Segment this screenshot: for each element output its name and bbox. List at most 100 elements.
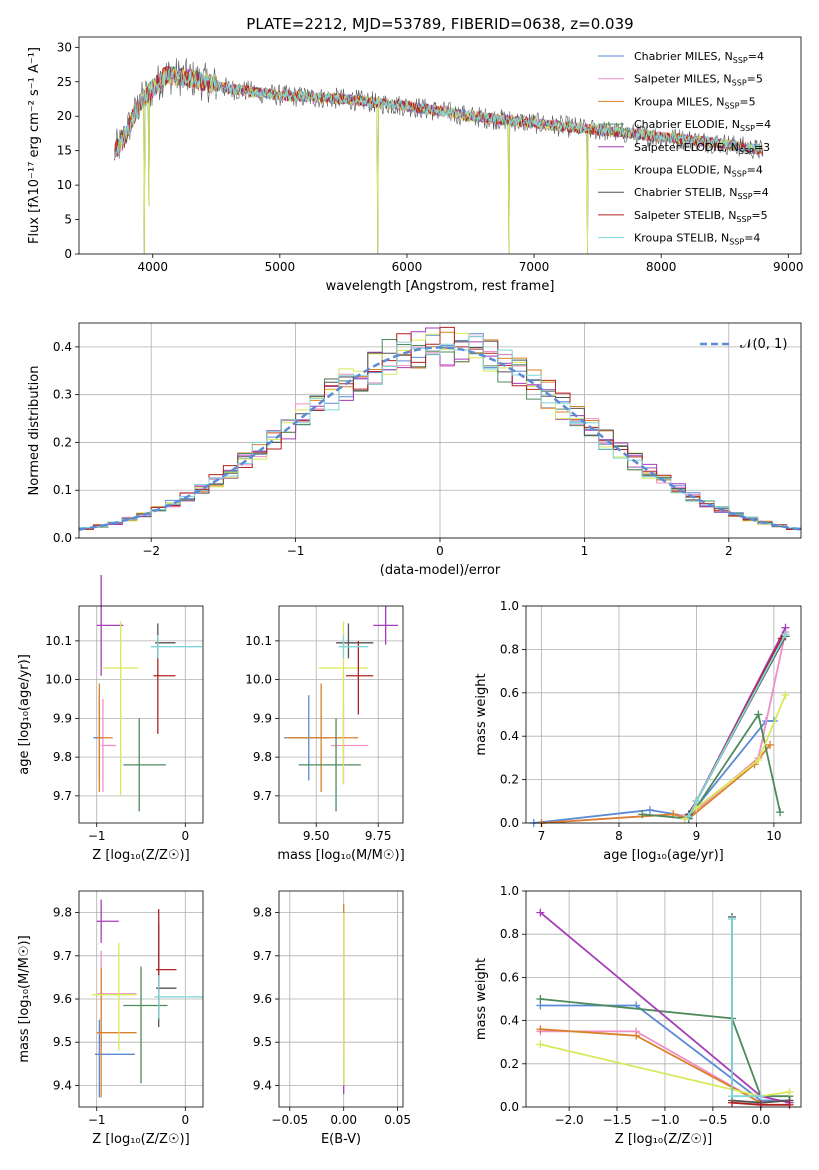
weight-vs-age-panel: 7 8 9 10 0.0 0.2 0.4 0.6 0.8 1.0 age [log₁₀(age/yr…	[474, 599, 802, 863]
legend-text: Chabrier MILES, N	[634, 50, 733, 63]
y-tick-label: 9.7	[53, 949, 72, 963]
x-tick-label: 0	[181, 1113, 189, 1127]
y-tick-label: 9.7	[253, 789, 272, 803]
x-tick-label: 9.50	[303, 829, 330, 843]
weight-marker	[536, 995, 545, 1003]
weight-series-line	[540, 1030, 762, 1104]
axes-border	[525, 605, 802, 824]
spectrum-series-line	[114, 65, 764, 254]
errorbar-point	[153, 640, 176, 734]
y-tick-label: 9.6	[253, 992, 272, 1006]
y-tick-label: 0.3	[53, 388, 72, 402]
x-tick-label: −2	[142, 544, 160, 558]
y-tick-label: 9.8	[253, 906, 272, 920]
x-tick-label: 0.00	[330, 1113, 357, 1127]
weight-series-line	[540, 998, 790, 1098]
y-tick-label: 25	[57, 75, 72, 89]
x-axis-label: Z [log₁₀(Z/Z☉)]	[92, 1132, 189, 1147]
axes-border	[278, 605, 404, 824]
weight-marker	[632, 1031, 641, 1040]
y-tick-label: 0.6	[500, 970, 519, 984]
y-tick-label: 9.8	[53, 750, 72, 764]
y-axis-label: Normed distribution	[27, 366, 42, 496]
y-tick-label: 9.7	[253, 949, 272, 963]
weight-marker	[756, 1092, 765, 1101]
y-tick-label: 0.4	[500, 1014, 519, 1028]
axes-frame: −2 −1 0 1 2 0.0 0.1 0.2 0.3 0.4 (data-model)/error…	[27, 322, 802, 578]
mass-vs-EBV-panel: −0.05 0.00 0.05 9.4 9.5 9.6 9.7 9.8 E(B-V)	[253, 890, 411, 1147]
x-tick-label: −1	[88, 829, 106, 843]
y-tick-label: 1.0	[500, 884, 519, 898]
plot-area	[283, 606, 399, 812]
x-tick-label: 1	[581, 544, 589, 558]
x-tick-label: 0	[436, 544, 444, 558]
y-axis-label: age [log₁₀(age/yr)]	[17, 654, 32, 775]
x-axis-label: (data-model)/error	[380, 563, 501, 578]
legend-subscript: SSP	[724, 101, 739, 110]
age-vs-Z-panel: −1 0 9.7 9.8 9.9 10.0 10.1 Z [log₁₀(Z/Z☉)] age […	[17, 575, 204, 863]
legend-subscript: SSP	[736, 215, 751, 224]
weight-series-line	[684, 694, 787, 820]
weight-vs-Z-panel: −2.0 −1.5 −1.0 −0.5 0.0 0.0 0.2 0.4 0.6 0.8 1.0 Z […	[474, 884, 802, 1147]
y-tick-label: 10.1	[245, 634, 272, 648]
y-tick-label: 10.0	[45, 673, 72, 687]
axes-border	[78, 605, 204, 824]
y-tick-label: 0.0	[500, 816, 519, 830]
errorbar-point	[101, 699, 117, 792]
legend-text: Chabrier STELIB, N	[634, 186, 738, 199]
y-tick-label: 10.1	[45, 634, 72, 648]
x-axis-label: age [log₁₀(age/yr)]	[603, 848, 724, 863]
errorbar-point	[96, 899, 119, 943]
y-tick-label: 0.2	[500, 1057, 519, 1071]
x-tick-label: 0	[181, 829, 189, 843]
spectrum-panel: 4000 5000 6000 7000 8000 9000 0 5 10 15 20 25 30 wave…	[27, 36, 804, 294]
weight-series-line	[687, 633, 787, 817]
x-tick-label: 2	[725, 544, 733, 558]
errorbar-point	[336, 623, 374, 659]
x-tick-label: −0.5	[698, 1113, 727, 1127]
weight-marker	[781, 630, 790, 639]
errorbar-point	[154, 975, 203, 1019]
x-tick-label: 9.75	[365, 829, 392, 843]
grid	[79, 606, 203, 823]
y-tick-label: 9.4	[253, 1078, 272, 1092]
errorbar-point	[345, 640, 374, 715]
weight-marker	[728, 1092, 737, 1101]
y-tick-label: 9.8	[53, 906, 72, 920]
y-tick-label: 10.0	[245, 673, 272, 687]
x-tick-label: −1	[287, 544, 305, 558]
y-tick-label: 0.0	[500, 1100, 519, 1114]
legend-label: Chabrier ELODIE, NSSP=4	[634, 118, 771, 133]
legend-subscript: SSP	[732, 170, 747, 179]
axes-border	[278, 890, 404, 1108]
y-tick-label: 0.6	[500, 686, 519, 700]
y-tick-label: 0.1	[53, 483, 72, 497]
plot-area	[92, 899, 203, 1098]
legend-text: Salpeter STELIB, N	[634, 209, 736, 222]
weight-marker	[766, 740, 775, 749]
x-tick-label: −1.5	[602, 1113, 631, 1127]
axes-frame: −1 0 9.7 9.8 9.9 10.0 10.1 Z [log₁₀(Z/Z☉)] age […	[17, 605, 204, 863]
weight-marker	[638, 810, 647, 819]
legend-text: =5	[739, 95, 755, 108]
y-tick-label: 0.4	[500, 729, 519, 743]
errorbar-point	[96, 575, 124, 676]
x-axis-label: E(B-V)	[321, 1132, 361, 1147]
legend-text: Kroupa ELODIE, N	[634, 164, 732, 177]
y-tick-label: 9.9	[53, 711, 72, 725]
x-tick-label: 8	[615, 829, 623, 843]
legend-label: Chabrier MILES, NSSP=4	[634, 50, 764, 65]
axes-border	[78, 890, 204, 1108]
weight-marker	[536, 1025, 545, 1034]
legend-text: Kroupa MILES, N	[634, 95, 724, 108]
y-axis-label: mass weight	[474, 673, 489, 755]
gaussian-curve	[78, 346, 802, 531]
y-tick-label: 0.2	[53, 435, 72, 449]
mass-vs-Z-panel: −1 0 9.4 9.5 9.6 9.7 9.8 Z [log₁₀(Z/Z☉)] mass [l…	[17, 890, 204, 1147]
residual-histogram	[79, 326, 801, 530]
legend-label: Salpeter MILES, NSSP=5	[634, 73, 763, 88]
y-tick-label: 0.4	[53, 340, 72, 354]
axes-border	[525, 890, 802, 1108]
weight-marker	[684, 812, 693, 821]
errorbar-point	[92, 942, 137, 1051]
